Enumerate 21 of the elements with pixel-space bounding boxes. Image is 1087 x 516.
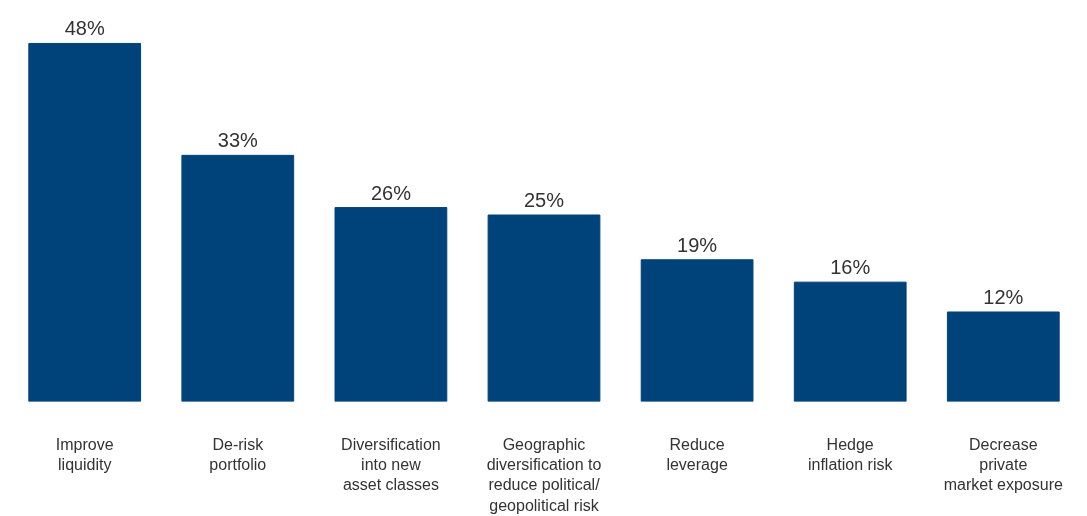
bar <box>487 214 601 402</box>
bar <box>334 207 448 402</box>
bar <box>640 259 754 402</box>
x-tick-label: Reduce leverage <box>666 435 728 473</box>
x-tick-label: De-risk portfolio <box>209 435 267 473</box>
x-tick-label: Hedge inflation risk <box>807 435 894 473</box>
data-label: 26% <box>370 181 412 204</box>
x-tick-label: Decrease private market exposure <box>943 435 1063 494</box>
x-tick-label: Improve liquidity <box>55 435 114 473</box>
bar <box>946 311 1060 402</box>
data-label: 12% <box>983 285 1024 308</box>
x-tick-label: Geographic diversification to reduce political/ geopolitical risk <box>486 435 602 514</box>
data-label: 25% <box>523 189 565 212</box>
x-tick-label: Diversification into new asset classes <box>341 435 441 494</box>
bar <box>28 42 142 402</box>
bar <box>793 281 907 402</box>
data-label: 48% <box>64 17 105 40</box>
data-label: 19% <box>677 233 718 256</box>
data-label: 33% <box>217 129 259 152</box>
data-label: 16% <box>830 256 871 279</box>
bar <box>181 154 295 402</box>
